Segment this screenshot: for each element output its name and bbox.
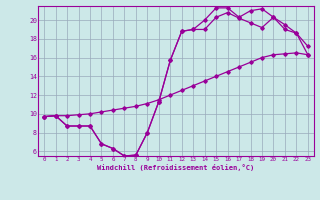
- X-axis label: Windchill (Refroidissement éolien,°C): Windchill (Refroidissement éolien,°C): [97, 164, 255, 171]
